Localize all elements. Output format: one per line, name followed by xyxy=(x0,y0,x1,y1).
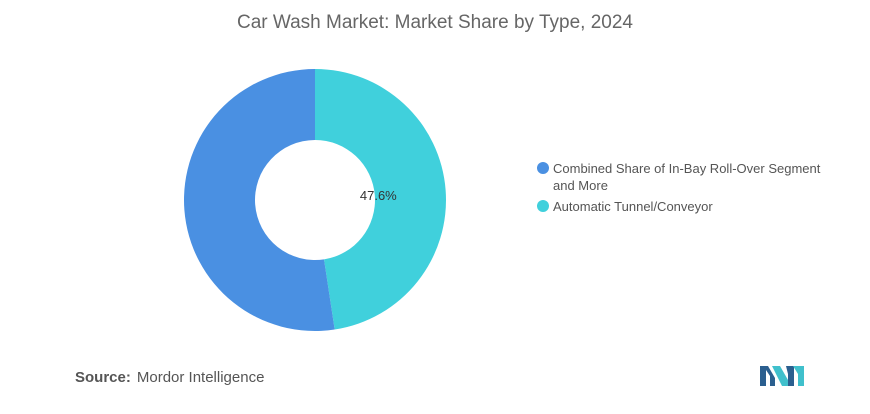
donut-slices xyxy=(183,69,446,331)
source-text: Mordor Intelligence xyxy=(136,369,265,386)
chart-legend: Combined Share of In-Bay Roll-Over Segme… xyxy=(537,160,827,219)
source-label: Source: xyxy=(75,369,131,386)
legend-item-automatic-tunnel[interactable]: Automatic Tunnel/Conveyor xyxy=(537,198,827,215)
donut-slice-automatic-tunnel[interactable] xyxy=(315,69,446,330)
legend-label: Combined Share of In-Bay Roll-Over Segme… xyxy=(553,161,821,193)
legend-swatch xyxy=(537,200,549,212)
legend-label: Automatic Tunnel/Conveyor xyxy=(553,199,713,214)
chart-title: Car Wash Market: Market Share by Type, 2… xyxy=(236,12,633,33)
legend-item-combined-share[interactable]: Combined Share of In-Bay Roll-Over Segme… xyxy=(537,160,827,194)
source-note: Source: Mordor Intelligence xyxy=(75,369,264,386)
legend-swatch xyxy=(537,162,549,174)
mordor-intelligence-logo-icon xyxy=(760,366,804,386)
donut-slice-combined-share[interactable] xyxy=(183,69,335,331)
donut-slice-labels: 47.6% xyxy=(360,188,397,203)
slice-data-label: 47.6% xyxy=(360,188,397,203)
